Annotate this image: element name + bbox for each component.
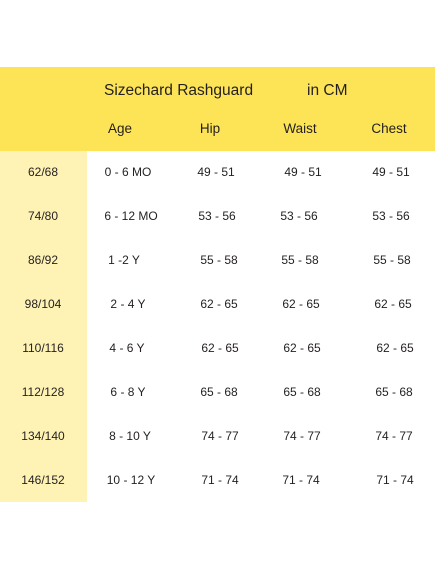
unit-label: in CM <box>307 82 348 99</box>
size-cell: 98/104 <box>24 297 62 311</box>
header-band <box>0 67 435 151</box>
hip-cell: 62 - 65 <box>200 297 238 311</box>
table-row: 98/104 2 - 4 Y 62 - 65 62 - 65 62 - 65 <box>0 283 435 327</box>
column-header-hip: Hip <box>199 121 221 136</box>
age-cell: 2 - 4 Y <box>110 297 146 311</box>
size-cell: 146/152 <box>21 473 65 487</box>
chest-cell: 49 - 51 <box>372 165 410 179</box>
age-cell: 4 - 6 Y <box>109 341 145 355</box>
waist-cell: 74 - 77 <box>283 429 321 443</box>
waist-cell: 49 - 51 <box>284 165 322 179</box>
hip-cell: 74 - 77 <box>201 429 239 443</box>
hip-cell: 71 - 74 <box>201 473 239 487</box>
age-cell: 0 - 6 MO <box>104 165 152 179</box>
chest-cell: 65 - 68 <box>375 385 413 399</box>
chest-cell: 62 - 65 <box>374 297 412 311</box>
hip-cell: 65 - 68 <box>200 385 238 399</box>
waist-cell: 53 - 56 <box>280 209 318 223</box>
column-header-waist: Waist <box>283 121 317 136</box>
size-cell: 62/68 <box>27 165 59 179</box>
waist-cell: 71 - 74 <box>282 473 320 487</box>
size-cell: 134/140 <box>21 429 65 443</box>
column-header-chest: Chest <box>371 121 407 136</box>
waist-cell: 65 - 68 <box>283 385 321 399</box>
age-cell: 6 - 12 MO <box>104 209 158 223</box>
chest-cell: 71 - 74 <box>376 473 414 487</box>
waist-cell: 62 - 65 <box>283 341 321 355</box>
table-row: 62/68 0 - 6 MO 49 - 51 49 - 51 49 - 51 <box>0 151 435 195</box>
chest-cell: 55 - 58 <box>373 253 411 267</box>
hip-cell: 49 - 51 <box>197 165 235 179</box>
waist-cell: 62 - 65 <box>282 297 320 311</box>
table-row: 146/152 10 - 12 Y 71 - 74 71 - 74 71 - 7… <box>0 459 435 503</box>
hip-cell: 62 - 65 <box>201 341 239 355</box>
waist-cell: 55 - 58 <box>281 253 319 267</box>
chart-title: Sizechard Rashguard <box>104 82 254 99</box>
size-cell: 74/80 <box>27 209 59 223</box>
size-cell: 112/128 <box>21 385 65 399</box>
table-row: 112/128 6 - 8 Y 65 - 68 65 - 68 65 - 68 <box>0 371 435 415</box>
size-cell: 110/116 <box>22 341 64 355</box>
size-column-band <box>0 151 87 502</box>
age-cell: 8 - 10 Y <box>109 429 151 443</box>
table-row: 110/116 4 - 6 Y 62 - 65 62 - 65 62 - 65 <box>0 327 435 371</box>
table-row: 74/80 6 - 12 MO 53 - 56 53 - 56 53 - 56 <box>0 195 435 239</box>
age-cell: 10 - 12 Y <box>106 473 156 487</box>
age-cell: 1 -2 Y <box>108 253 140 267</box>
size-cell: 86/92 <box>27 253 59 267</box>
hip-cell: 53 - 56 <box>198 209 236 223</box>
table-row: 86/92 1 -2 Y 55 - 58 55 - 58 55 - 58 <box>0 239 435 283</box>
column-header-age: Age <box>107 121 133 136</box>
table-row: 134/140 8 - 10 Y 74 - 77 74 - 77 74 - 77 <box>0 415 435 459</box>
chest-cell: 62 - 65 <box>376 341 414 355</box>
chest-cell: 53 - 56 <box>372 209 410 223</box>
chest-cell: 74 - 77 <box>375 429 413 443</box>
hip-cell: 55 - 58 <box>200 253 238 267</box>
age-cell: 6 - 8 Y <box>110 385 146 399</box>
